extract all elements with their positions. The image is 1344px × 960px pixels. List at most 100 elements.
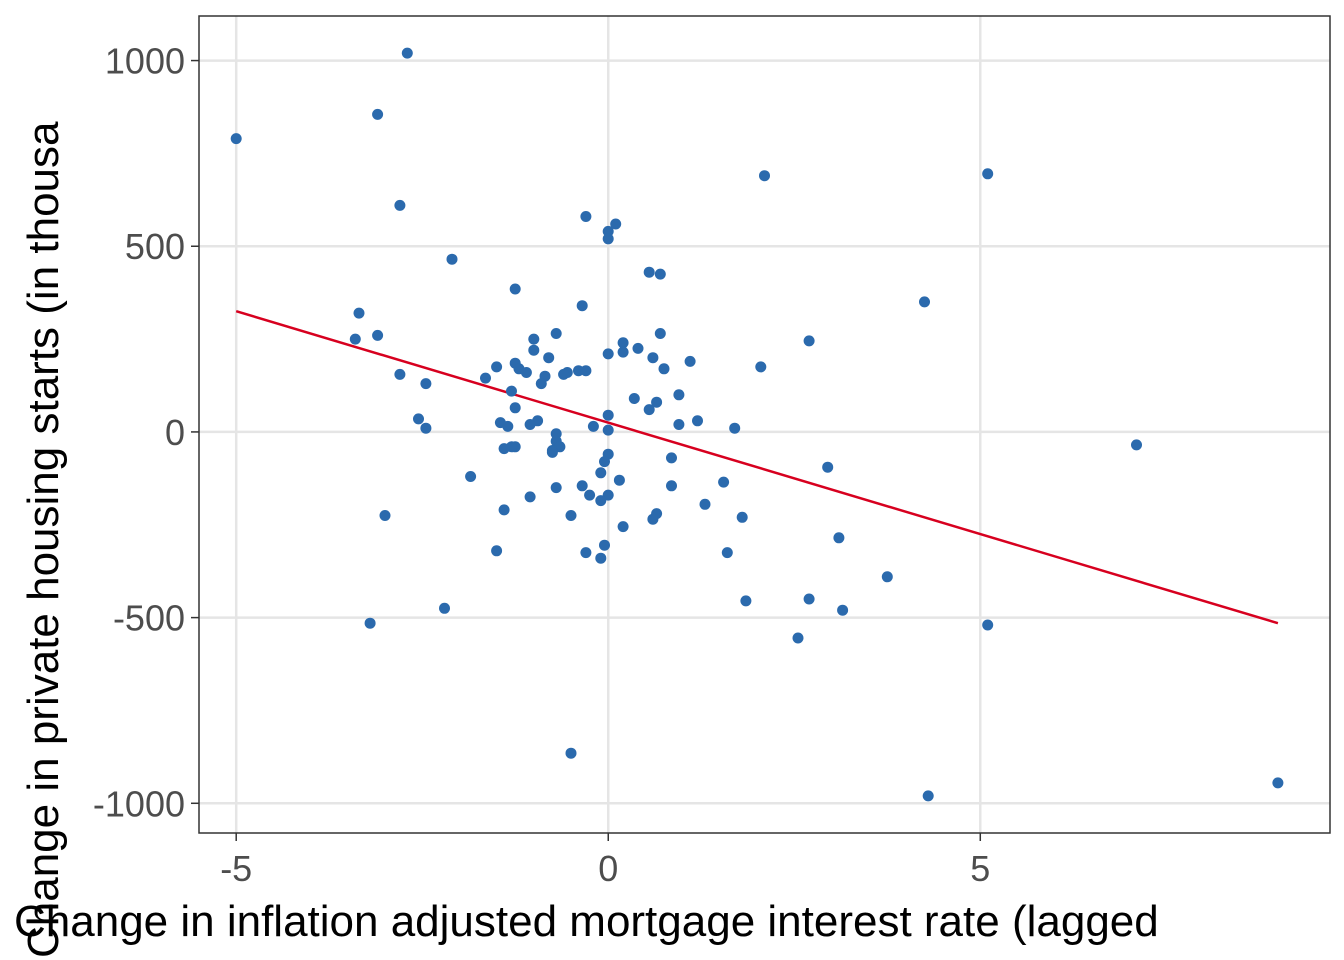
regression-line <box>235 310 1279 625</box>
data-point <box>543 352 555 364</box>
data-point <box>535 378 547 390</box>
data-point <box>420 378 432 390</box>
data-point <box>580 547 592 559</box>
data-point <box>506 385 517 397</box>
data-point <box>647 352 659 364</box>
y-tick-label: 1000 <box>105 41 185 82</box>
data-point <box>740 595 752 607</box>
y-tick-label: 0 <box>165 412 185 453</box>
data-point <box>666 452 677 464</box>
y-tick-label: 500 <box>125 226 185 267</box>
x-tick-label: 0 <box>598 848 618 889</box>
data-point <box>550 328 562 339</box>
data-point <box>413 413 424 425</box>
data-point <box>498 504 510 516</box>
data-point <box>520 367 532 378</box>
data-point <box>602 424 614 436</box>
data-point <box>576 300 588 312</box>
data-point <box>394 368 406 380</box>
data-point <box>394 199 406 211</box>
data-point <box>643 404 655 416</box>
data-point <box>654 328 666 339</box>
data-point <box>524 419 536 430</box>
x-tick-label: 5 <box>970 848 990 889</box>
data-point <box>666 480 677 492</box>
data-point <box>587 420 599 432</box>
data-point <box>550 482 562 494</box>
data-point <box>584 489 596 501</box>
data-point <box>721 547 733 559</box>
data-point <box>491 361 503 373</box>
data-point <box>465 471 477 482</box>
data-point <box>919 296 930 308</box>
data-point <box>353 307 365 319</box>
data-point <box>558 368 570 380</box>
data-point <box>580 365 592 377</box>
grid-lines <box>199 16 1330 833</box>
data-point <box>230 133 242 145</box>
data-point <box>364 617 376 629</box>
data-point <box>528 333 540 345</box>
data-point <box>803 593 815 605</box>
data-point <box>480 372 491 384</box>
data-point <box>446 253 458 265</box>
x-tick-label: -5 <box>220 848 252 889</box>
data-point <box>759 170 770 182</box>
data-point <box>439 602 450 614</box>
fit-line-layer <box>235 310 1279 625</box>
data-point <box>654 268 666 280</box>
data-point <box>576 480 588 492</box>
data-point <box>1272 777 1284 789</box>
data-point <box>610 218 622 230</box>
x-axis-ticks: -5 0 5 <box>220 833 990 889</box>
data-point <box>982 168 994 180</box>
data-point <box>699 498 711 510</box>
data-point <box>729 422 741 434</box>
data-point <box>822 461 834 473</box>
data-point <box>546 446 558 458</box>
data-point <box>837 604 849 616</box>
data-point <box>647 513 659 525</box>
data-point <box>401 47 413 59</box>
data-point <box>632 342 644 354</box>
data-point <box>491 545 503 557</box>
data-point <box>372 329 384 341</box>
data-point <box>651 396 663 408</box>
data-point <box>509 402 521 414</box>
data-point <box>617 346 629 358</box>
data-point <box>755 361 767 373</box>
data-point <box>692 415 703 427</box>
data-point <box>580 211 592 222</box>
data-point <box>599 456 610 468</box>
plot-panel-border <box>198 15 1331 834</box>
data-point <box>595 495 607 507</box>
data-point <box>617 337 629 349</box>
data-point <box>528 344 540 356</box>
data-point <box>602 348 614 360</box>
y-tick-label: -1000 <box>93 783 185 824</box>
x-axis-title: Change in inflation adjusted mortgage in… <box>14 897 1159 946</box>
data-point <box>498 443 510 455</box>
data-point <box>628 393 640 404</box>
y-axis-title: Change in private housing starts (in tho… <box>19 121 68 958</box>
data-point <box>372 108 384 120</box>
data-point <box>643 266 655 278</box>
y-axis-ticks: -1000 -500 0 500 1000 <box>93 41 199 824</box>
data-point <box>658 363 670 375</box>
data-point <box>349 333 361 345</box>
data-point <box>565 747 577 759</box>
data-point <box>420 422 432 434</box>
data-point <box>673 419 685 430</box>
data-point <box>379 510 391 521</box>
data-point <box>602 409 614 421</box>
data-point <box>982 619 994 631</box>
data-point <box>881 571 893 583</box>
data-point <box>718 476 730 488</box>
data-point <box>792 632 804 644</box>
data-point <box>595 552 607 564</box>
data-point <box>509 283 521 295</box>
data-point <box>617 521 629 533</box>
data-point <box>736 511 748 523</box>
data-point <box>684 355 696 367</box>
